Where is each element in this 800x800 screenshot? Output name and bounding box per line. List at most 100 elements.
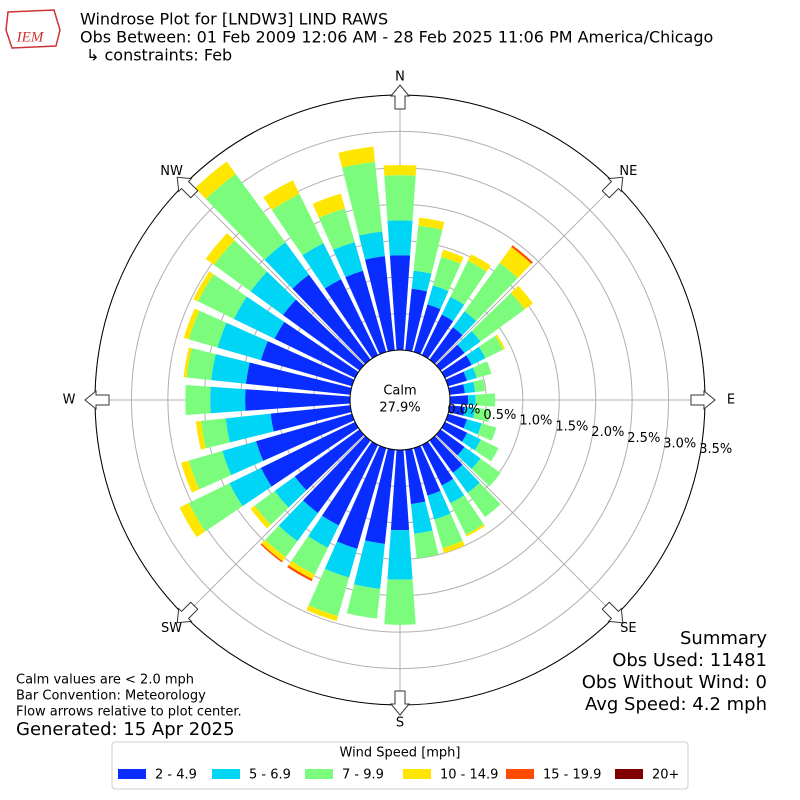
bar-segment [260, 543, 283, 563]
bar-segment [511, 245, 533, 264]
bar-segment [292, 274, 371, 365]
legend-label: 2 - 4.9 [155, 768, 197, 783]
bar-segment [467, 254, 491, 272]
bar-segment [179, 503, 206, 538]
flow-arrow [601, 176, 624, 199]
bar-segment [364, 256, 395, 352]
generated: Generated: 15 Apr 2025 [16, 719, 235, 740]
bar-segment [461, 432, 481, 451]
r-tick-label: 3.0% [663, 437, 696, 452]
legend-swatch [403, 769, 431, 779]
legend-swatch [506, 769, 534, 779]
bar-segment [336, 445, 387, 549]
bar-segment [387, 220, 413, 256]
bar-segment [282, 299, 365, 371]
bar-segment [205, 233, 235, 265]
bar-segment [429, 435, 463, 473]
bar-segment [448, 384, 465, 395]
bar-segment [441, 296, 465, 322]
legend-swatch [212, 769, 240, 779]
note: Calm values are < 2.0 mph [16, 673, 194, 688]
flow-arrow [601, 601, 624, 624]
bar-segment [321, 441, 379, 526]
bar-segment [274, 476, 307, 508]
bar-segment [435, 344, 465, 371]
windrose: Calm 27.9% 0.0% 0.5% 1.0% 1.5% 2.0% 2.5% 3.0% 3.5… [63, 70, 736, 731]
bar-segment [471, 458, 501, 487]
bar-segment [441, 355, 472, 379]
flow-arrow [84, 389, 110, 411]
bar-segment [291, 536, 328, 575]
bar-segment [383, 164, 417, 176]
bar-segment [233, 296, 285, 339]
compass-label: W [63, 393, 76, 408]
bar-segment [302, 243, 342, 289]
r-tick-label: 2.0% [591, 425, 624, 440]
bar-segment [188, 483, 243, 532]
r-tick-label: 0.5% [483, 408, 516, 423]
bar-segment [263, 180, 300, 210]
logo-text: IEM [16, 29, 45, 45]
note: Bar Convention: Meteorology [16, 689, 206, 704]
bar-segment [421, 314, 454, 359]
bar-segment [345, 270, 387, 355]
bar-segment [364, 448, 395, 544]
spoke [183, 183, 365, 365]
bar-segment [250, 505, 271, 529]
bar-segment [195, 161, 236, 199]
bar-segment [389, 255, 411, 351]
bar-segment [450, 495, 484, 535]
bar-segment [427, 490, 451, 520]
bar-segment [478, 335, 504, 359]
bar-segment [448, 405, 465, 416]
compass-label: N [395, 70, 405, 85]
flow-arrow [690, 389, 716, 411]
bar-segment [255, 413, 355, 461]
bar-segment [464, 262, 518, 322]
bar-segment [463, 419, 482, 435]
legend-label: 10 - 14.9 [440, 768, 498, 783]
spoke [183, 435, 365, 617]
bar-segment [405, 448, 426, 505]
bar-segment [318, 208, 355, 250]
bar-segment [254, 491, 289, 525]
flow-arrow [389, 84, 411, 110]
bar-segment [450, 260, 487, 305]
compass-label: SE [620, 621, 636, 636]
bar-segment [452, 464, 480, 493]
bar-segment [471, 292, 525, 342]
compass-label: NE [619, 164, 637, 179]
constraints: ↳ constraints: Feb [86, 46, 232, 65]
spoke [435, 435, 617, 617]
bar-segment [427, 285, 449, 310]
bar-segment [473, 407, 491, 422]
spoke [435, 183, 617, 365]
legend: 2 - 4.9 5 - 6.9 7 - 9.9 10 - 14.9 15 - 19.9 2… [118, 768, 679, 783]
bar-segment [510, 285, 533, 310]
bar-segment [265, 525, 298, 558]
bar-segment [414, 530, 439, 559]
chart-title: Windrose Plot for [LNDW3] LIND RAWS [80, 10, 388, 29]
bar-segment [306, 605, 339, 622]
legend-box [111, 741, 689, 790]
bar-segment [333, 241, 363, 278]
r-tick-label: 2.5% [627, 431, 660, 446]
bar-segment [441, 478, 465, 504]
flow-arrow [176, 601, 199, 624]
bar-segment [442, 540, 465, 554]
bar-segment [185, 385, 211, 415]
bar-segment [188, 310, 227, 348]
bar-segment [358, 231, 385, 260]
bar-segment [342, 161, 383, 236]
bar-segment [449, 395, 469, 405]
bar-segment [245, 362, 352, 395]
bar-segment [452, 311, 477, 336]
legend-swatch [305, 769, 333, 779]
note: Flow arrows relative to plot center. [16, 705, 242, 720]
bar-segment [411, 270, 432, 292]
bar-segment [312, 193, 346, 218]
compass-label: E [727, 393, 735, 408]
bar-segment [193, 271, 214, 302]
bar-segment [466, 346, 486, 365]
